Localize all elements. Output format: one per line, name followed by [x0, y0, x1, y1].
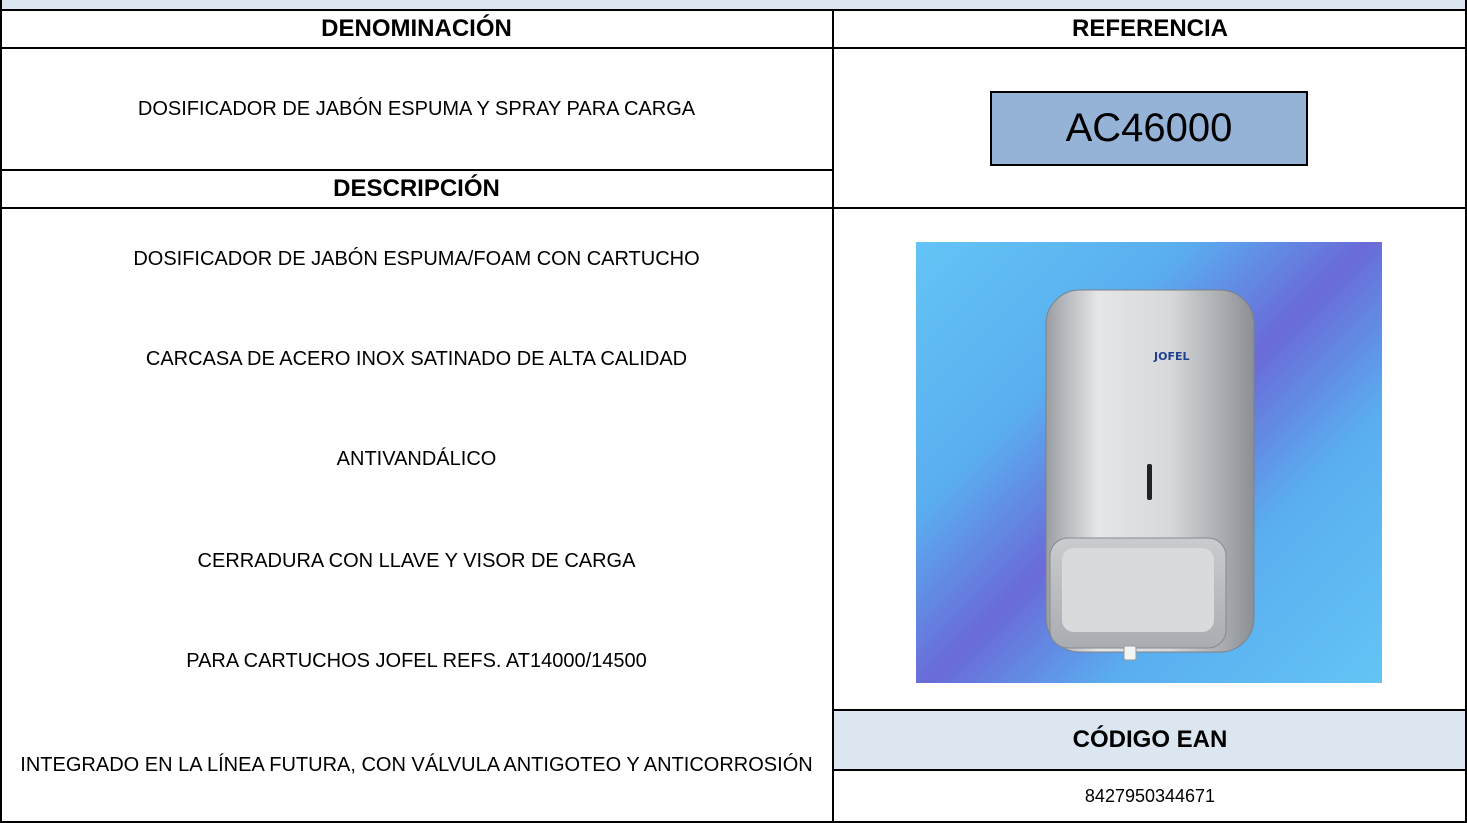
codigo-ean: 8427950344671: [1084, 786, 1216, 806]
border: [0, 9, 1467, 11]
denominacion: DOSIFICADOR DE JABÓN ESPUMA Y SPRAY PARA…: [137, 97, 696, 120]
logo: JOFEL: [1153, 350, 1189, 363]
descripcion-list: DOSIFICADOR DE JABÓN ESPUMA/FOAM CON CAR…: [0, 208, 833, 823]
header-referencia: REFERENCIA: [1071, 15, 1228, 42]
dispenser: JOFEL: [1045, 289, 1255, 661]
header-codigo-ean: CÓDIGO EAN: [833, 710, 1467, 770]
descripcion-item: CARCASA DE ACERO INOX SATINADO DE ALTA C…: [145, 348, 688, 370]
border: [0, 47, 1467, 49]
descripcion-item: DOSIFICADOR DE JABÓN ESPUMA/FOAM CON CAR…: [133, 248, 700, 270]
descripcion-item: INTEGRADO EN LA LÍNEA FUTURA, CON VÁLVUL…: [20, 754, 813, 776]
product-image: JOFEL: [916, 242, 1382, 683]
border: [0, 207, 1467, 209]
descripcion-item: CERRADURA CON LLAVE Y VISOR DE CARGA: [197, 550, 636, 572]
referencia: AC46000: [990, 91, 1308, 166]
descripcion-item: ANTIVANDÁLICO: [336, 448, 497, 470]
border: [833, 709, 1467, 711]
top-band: [0, 0, 1467, 10]
header-denominacion: DENOMINACIÓN: [321, 15, 512, 42]
border: [0, 0, 2, 823]
header-descripcion: DESCRIPCIÓN: [333, 175, 500, 202]
descripcion-item: PARA CARTUCHOS JOFEL REFS. AT14000/14500: [186, 650, 647, 672]
border: [832, 10, 834, 823]
border: [1465, 0, 1467, 823]
border: [0, 821, 1467, 823]
border: [833, 769, 1467, 771]
border: [0, 169, 833, 171]
